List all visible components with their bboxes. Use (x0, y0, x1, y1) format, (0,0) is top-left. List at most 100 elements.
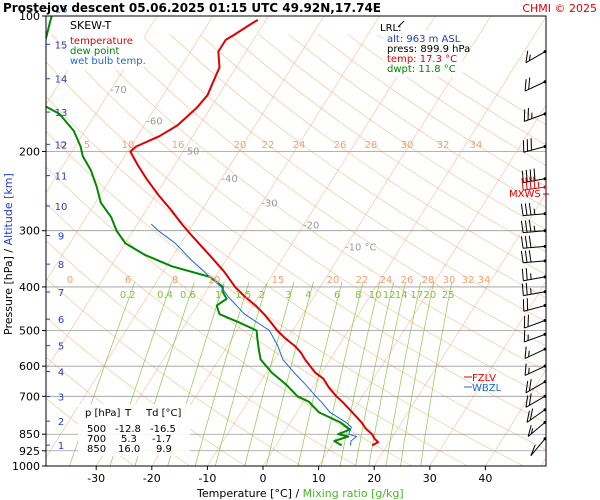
wind-barb-base (543, 212, 547, 216)
isotherm-line (46, 16, 102, 105)
wind-barb (521, 268, 547, 282)
isotherm-line (95, 16, 380, 466)
mixing-ratio-label: 6 (334, 290, 340, 301)
wind-barb (530, 437, 547, 456)
x-tick-label: 0 (260, 472, 267, 485)
row-label-400: 28 (422, 275, 435, 286)
wind-barb-base (543, 50, 547, 54)
wind-barb-half (533, 225, 536, 232)
wind-barb-shaft (523, 146, 546, 153)
wind-barb-shaft (523, 305, 546, 312)
wind-barb-base (543, 304, 547, 308)
wind-barb-base (543, 80, 547, 84)
wind-barb-flag (525, 169, 528, 182)
altitude-tick-label: 12 (55, 140, 68, 151)
wind-barb-half (530, 288, 532, 295)
row-label-400: 15 (272, 275, 285, 286)
isotherm-line (207, 16, 492, 466)
level-table-header-td: Td [°C] (145, 408, 182, 419)
dry-adiabat-line (46, 166, 469, 466)
wind-barb-base (543, 290, 547, 294)
legend-heading: SKEW-T (70, 19, 112, 32)
wind-barb-base (543, 332, 547, 336)
row-label-200: 24 (293, 140, 306, 151)
plot-area (46, 16, 546, 466)
mixing-ratio-label: 17 (410, 290, 423, 301)
wind-barb-half (537, 181, 540, 189)
x-axis-title-temperature: Temperature [°C] (196, 487, 292, 500)
wind-barb-shaft (523, 186, 546, 191)
wind-barb-flag (521, 283, 524, 296)
wind-barb-shaft (525, 381, 546, 394)
wind-barb (525, 378, 547, 394)
level-table-cell: -1.7 (152, 434, 172, 445)
dry-adiabat-line (46, 61, 546, 424)
wind-barb-flag (528, 250, 532, 263)
wind-barb-flag (529, 408, 534, 421)
row-label-400: 26 (401, 275, 414, 286)
level-table-cell: 9.9 (156, 444, 172, 455)
wind-barb-shaft (523, 276, 546, 282)
row-label-400: 6 (125, 275, 131, 286)
row-label-200: 26 (334, 140, 347, 151)
x-tick-label: -30 (87, 472, 105, 485)
wind-barb-half (528, 350, 530, 357)
wind-barb-shaft (524, 365, 546, 376)
wind-barb-base (543, 347, 547, 351)
wind-barb-base (543, 244, 547, 248)
y-tick-label: 850 (19, 428, 40, 441)
altitude-tick-label: 8 (58, 260, 64, 271)
isotherm-line (485, 369, 546, 466)
wind-barb-shaft (524, 348, 546, 359)
wind-barb (522, 138, 547, 153)
x-tick-label: -10 (198, 472, 216, 485)
level-table-header-p: p [hPa] (85, 408, 120, 419)
wind-barb-shaft (524, 320, 546, 329)
fzlv-label: FZLV (472, 373, 496, 384)
level-table-cell: 500 (87, 424, 106, 435)
dry-adiabats (46, 34, 546, 466)
row-label-200: 22 (262, 140, 275, 151)
level-markers: MXWS FZLV WBZL (464, 189, 549, 394)
wind-barb (521, 176, 547, 191)
wind-barb-flag (524, 346, 527, 359)
row-label-200: 10 (122, 140, 135, 151)
info-lrl-heading: LRL: (380, 23, 401, 34)
row-label-200: 0 (60, 140, 66, 151)
sounding-profiles (46, 16, 380, 447)
dry-adiabat-line (46, 240, 358, 466)
wind-barb-flag (528, 378, 532, 391)
wind-barb-base (543, 437, 547, 441)
copyright: CHMI © 2025 (522, 2, 597, 15)
x-axis-title-separator: / (292, 487, 303, 500)
wind-barb-flag (528, 393, 532, 406)
mixing-ratio-label: 3 (285, 290, 291, 301)
wind-barb-flag (528, 235, 532, 248)
isotherm-line (46, 16, 269, 370)
wind-barb (520, 235, 547, 249)
wind-barb-shaft (530, 438, 546, 456)
row-label-200: 32 (437, 140, 450, 151)
level-table-background (78, 404, 190, 456)
info-box: LRL: alt: 963 m ASL press: 899.9 hPa tem… (380, 20, 470, 77)
wind-barb-flag (528, 203, 532, 215)
level-table-cell: 700 (87, 434, 106, 445)
dry-adiabat-line (258, 34, 546, 230)
wind-barb-flag (521, 178, 524, 191)
info-temp: temp: 17.3 °C (387, 54, 457, 65)
row-label-400: 34 (478, 275, 491, 286)
dry-adiabat-line (229, 34, 546, 253)
wbzl-label: WBZL (472, 383, 502, 394)
wind-barb (520, 203, 547, 217)
altitude-tick-label: 13 (55, 108, 68, 119)
x-tick-label: -20 (143, 472, 161, 485)
series-wetbulb-line (150, 223, 358, 446)
wind-barb (523, 329, 547, 343)
mixing-ratio-label: 1 (215, 290, 221, 301)
wind-barb-flag (527, 425, 532, 437)
level-table-cell: 850 (87, 444, 106, 455)
wind-barb-flag (525, 50, 529, 63)
y-tick-label: 1000 (12, 460, 40, 473)
